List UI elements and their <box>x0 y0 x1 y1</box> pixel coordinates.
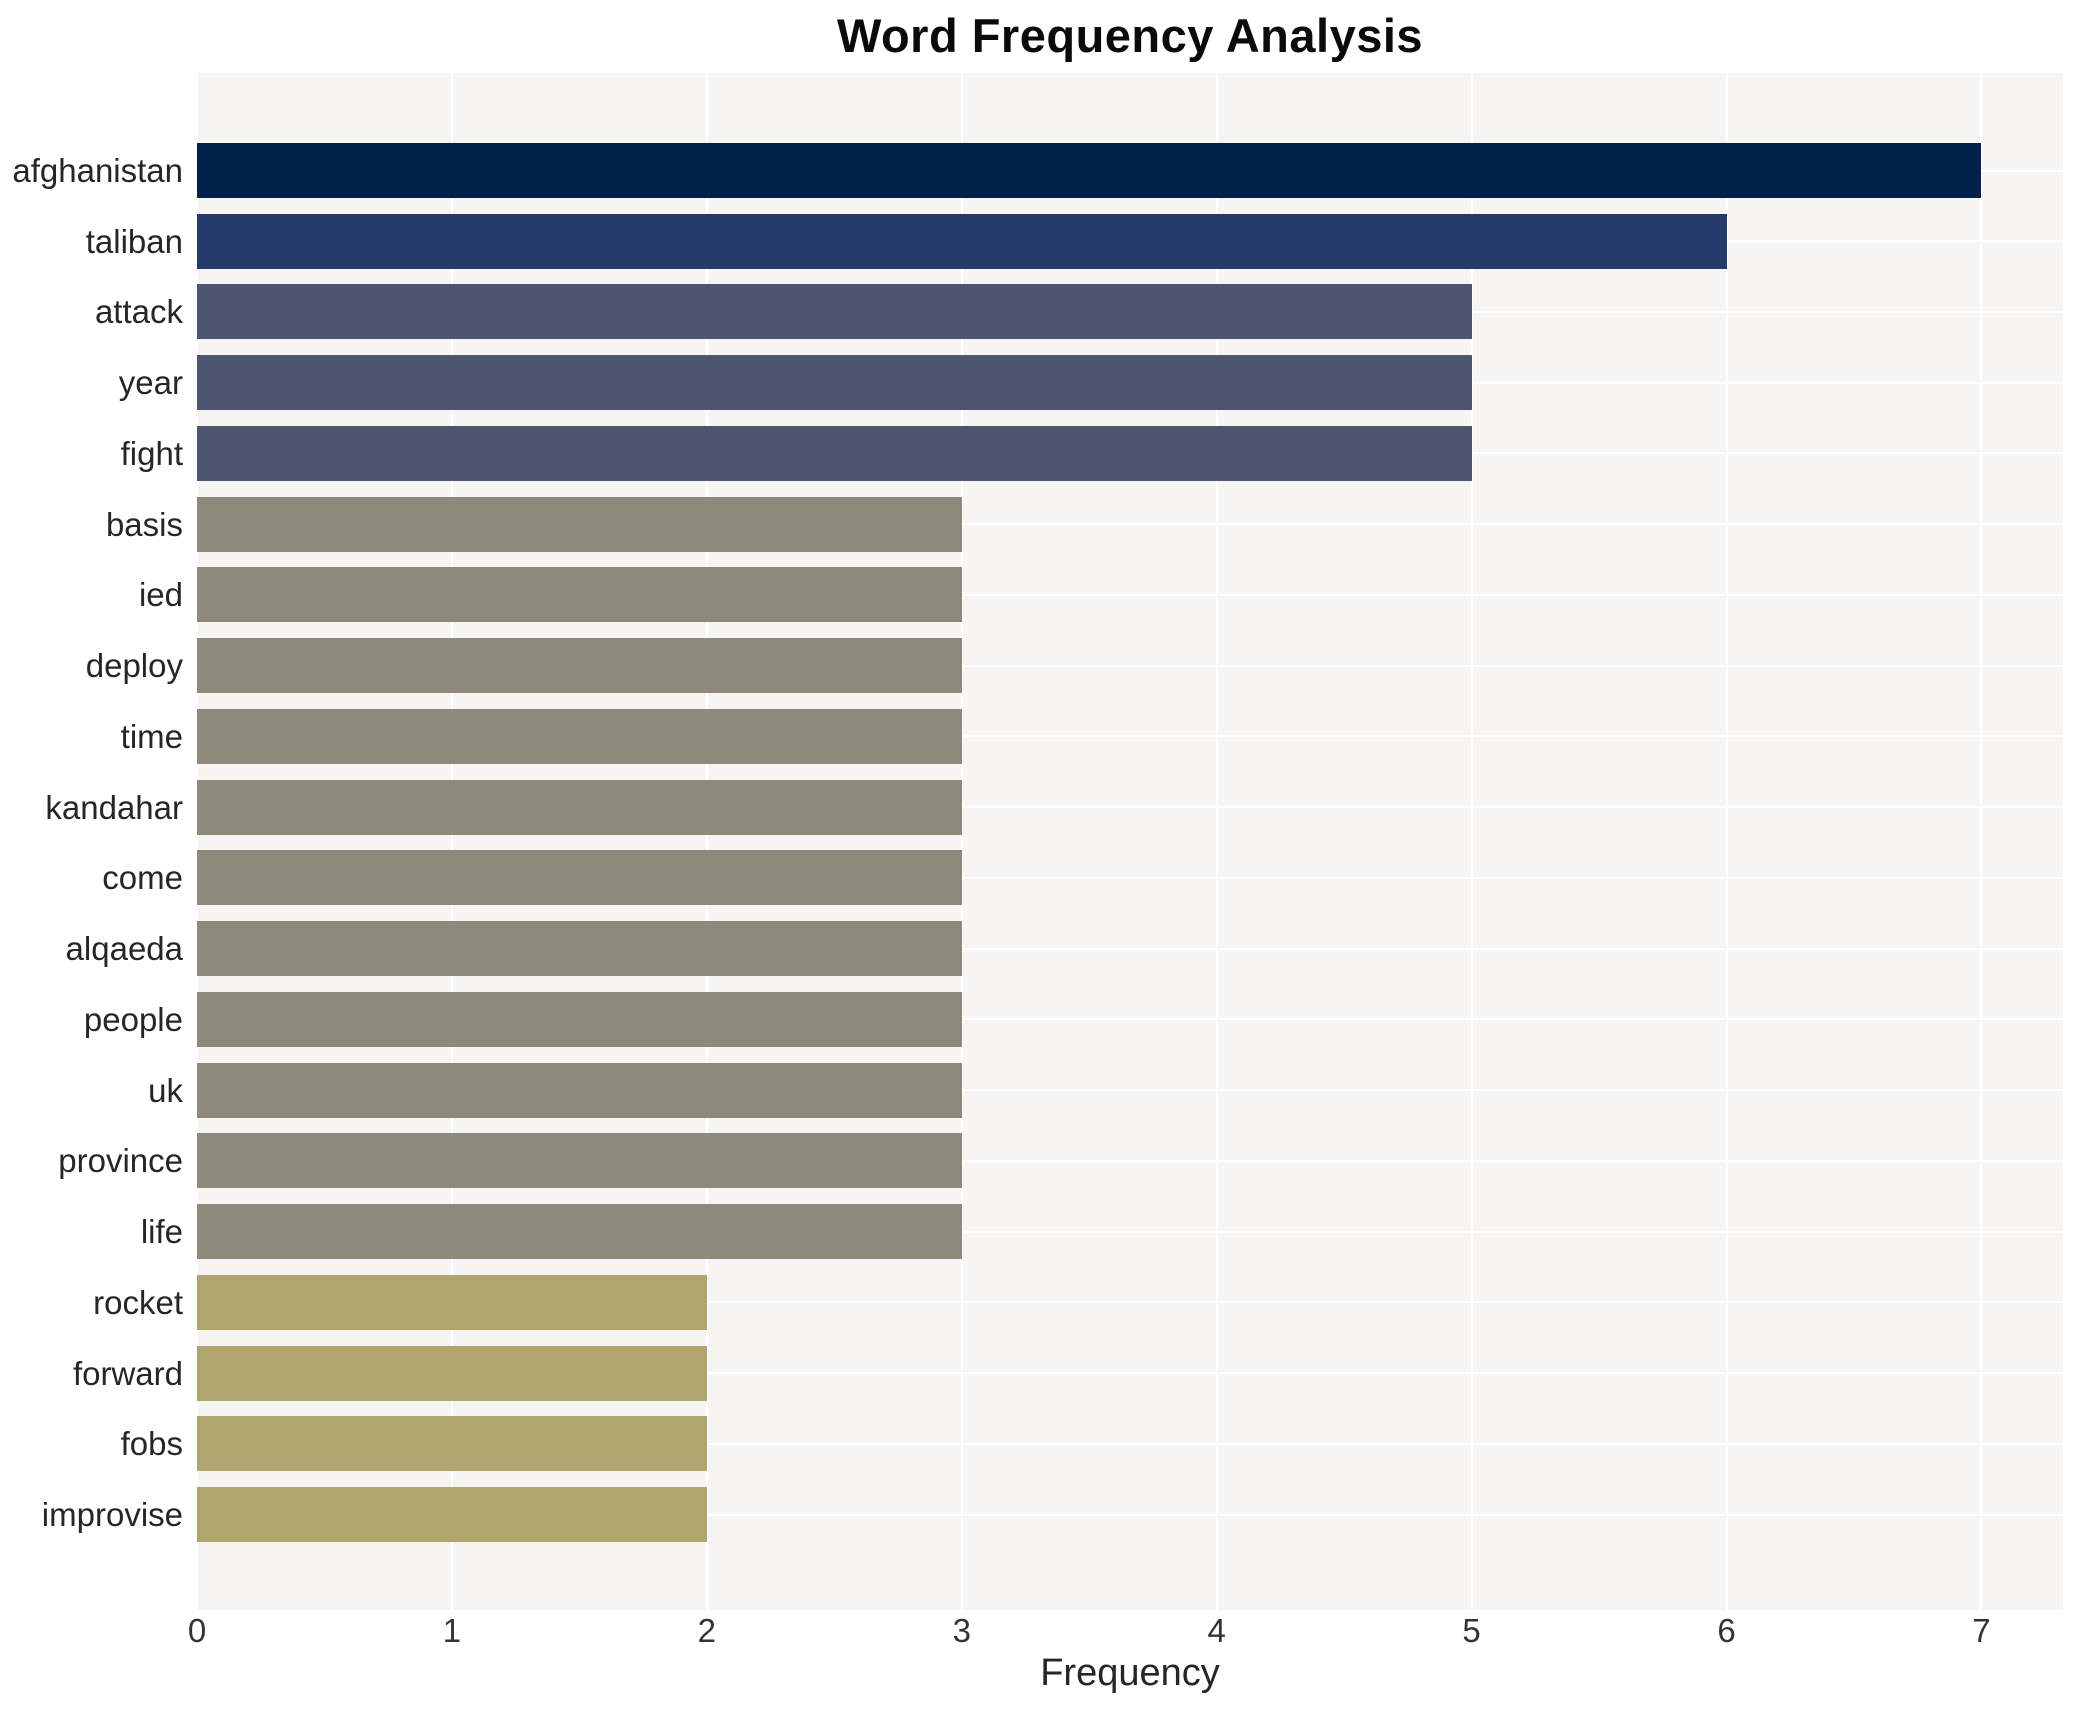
horizontal-gridline <box>197 1301 2063 1304</box>
x-axis-title: Frequency <box>1040 1652 1220 1694</box>
vertical-gridline <box>1215 73 1218 1610</box>
y-tick-label: fight <box>120 434 183 472</box>
y-tick-label: uk <box>148 1071 183 1109</box>
horizontal-gridline <box>197 947 2063 950</box>
horizontal-gridline <box>197 1159 2063 1162</box>
x-tick-label: 1 <box>442 1612 462 1649</box>
horizontal-gridline <box>197 876 2063 879</box>
bar-improvise <box>197 1487 707 1543</box>
y-tick-label: rocket <box>93 1283 183 1321</box>
bar-taliban <box>197 213 1727 269</box>
y-tick-label: fobs <box>120 1425 183 1463</box>
x-tick-label: 7 <box>1972 1612 1991 1649</box>
x-tick-label: 0 <box>187 1612 207 1649</box>
vertical-gridline <box>450 73 453 1610</box>
horizontal-gridline <box>197 735 2063 738</box>
horizontal-gridline <box>197 1018 2063 1021</box>
bar-time <box>197 708 962 764</box>
bar-basis <box>197 496 962 552</box>
plot-area <box>196 73 2063 1610</box>
horizontal-gridline <box>197 593 2063 596</box>
bar-province <box>197 1133 962 1189</box>
y-tick-label: life <box>140 1213 183 1251</box>
x-tick-label: 3 <box>952 1612 971 1649</box>
y-tick-label: afghanistan <box>12 152 183 189</box>
vertical-gridline <box>1980 73 1983 1610</box>
horizontal-gridline <box>197 664 2063 667</box>
bar-ied <box>197 567 962 623</box>
bar-afghanistan <box>197 143 1982 198</box>
bar-fobs <box>197 1416 707 1472</box>
y-tick-label: province <box>58 1142 183 1180</box>
bar-people <box>197 991 962 1047</box>
bar-life <box>197 1204 962 1260</box>
y-tick-label: deploy <box>85 647 183 685</box>
x-axis: 0 1 2 3 4 5 6 7 <box>188 1612 2063 1657</box>
horizontal-gridline <box>197 1089 2063 1092</box>
bar-fight <box>197 425 1472 481</box>
y-tick-label: come <box>102 859 183 897</box>
y-tick-label: kandahar <box>45 788 183 826</box>
y-tick-label: year <box>118 364 183 402</box>
horizontal-gridline <box>197 523 2063 526</box>
bar-come <box>197 850 962 906</box>
vertical-gridline <box>705 73 708 1610</box>
y-tick-label: improvise <box>41 1496 183 1534</box>
x-tick-label: 2 <box>697 1612 717 1649</box>
y-tick-label: forward <box>72 1354 183 1392</box>
y-tick-label: taliban <box>85 222 183 260</box>
bar-deploy <box>197 638 962 694</box>
x-tick-label: 5 <box>1462 1612 1481 1649</box>
bar-rocket <box>197 1274 707 1330</box>
x-tick-label: 4 <box>1207 1612 1226 1649</box>
vertical-gridline <box>1470 73 1473 1610</box>
vertical-gridline <box>960 73 963 1610</box>
horizontal-gridline <box>197 1372 2063 1375</box>
y-tick-label: alqaeda <box>65 930 183 968</box>
y-tick-label: basis <box>105 505 183 543</box>
horizontal-gridline <box>197 806 2063 809</box>
bar-alqaeda <box>197 921 962 977</box>
bar-uk <box>197 1062 962 1118</box>
bar-year <box>197 355 1472 411</box>
y-tick-label: time <box>120 717 183 755</box>
vertical-gridline <box>196 73 198 1610</box>
x-tick-label: 6 <box>1717 1612 1736 1649</box>
y-axis-labels: afghanistan taliban attack year fight basis ie… <box>0 73 183 1610</box>
bar-kandahar <box>197 779 962 835</box>
chart-title: Word Frequency Analysis <box>836 9 1424 62</box>
vertical-gridline <box>1725 73 1728 1610</box>
bar-forward <box>197 1345 707 1401</box>
y-tick-label: ied <box>138 576 183 614</box>
y-tick-label: attack <box>94 293 183 331</box>
horizontal-gridline <box>197 1230 2063 1233</box>
bar-attack <box>197 284 1472 340</box>
horizontal-gridline <box>197 1442 2063 1445</box>
y-tick-label: people <box>83 1000 183 1038</box>
horizontal-gridline <box>197 1513 2063 1516</box>
